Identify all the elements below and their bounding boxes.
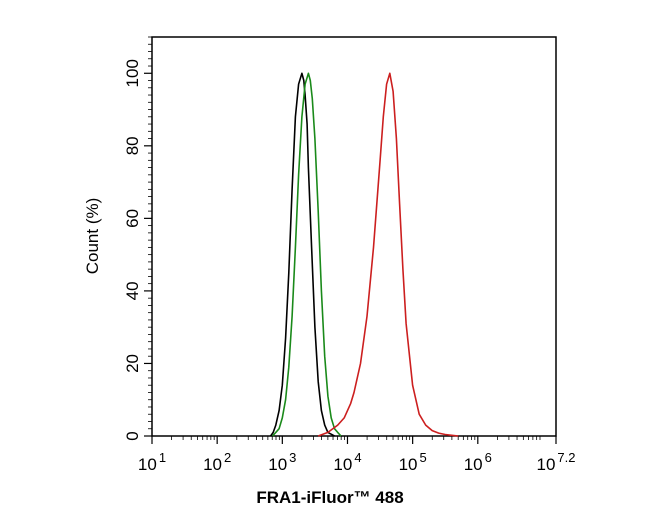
- y-tick-label: 0: [123, 431, 142, 440]
- histogram-series: [269, 72, 459, 437]
- y-tick-label: 20: [123, 354, 142, 373]
- series-line-2: [271, 72, 342, 437]
- x-tick-label: 10 6: [464, 450, 492, 474]
- series-line-3: [317, 72, 459, 437]
- series-line-1: [269, 72, 335, 437]
- x-tick-label: 10 5: [399, 450, 427, 474]
- x-tick-label: 10 3: [268, 450, 296, 474]
- y-axis-label: Count (%): [83, 198, 102, 275]
- x-tick-label: 10 1: [138, 450, 166, 474]
- x-axis-ticks: 10 1 10 2 10 3 10 4 10 5 10 6 10 7.2: [138, 436, 576, 474]
- x-tick-label: 10 7.2: [537, 450, 576, 474]
- y-axis-ticks: 0 20 40 60 80 100: [123, 36, 152, 441]
- x-axis-label: FRA1-iFluor™ 488: [256, 488, 403, 507]
- y-tick-label: 80: [123, 136, 142, 155]
- y-tick-label: 60: [123, 209, 142, 228]
- plot-frame: [151, 36, 557, 437]
- y-tick-label: 100: [123, 59, 142, 87]
- x-tick-label: 10 4: [333, 450, 361, 474]
- y-tick-label: 40: [123, 281, 142, 300]
- x-tick-label: 10 2: [203, 450, 231, 474]
